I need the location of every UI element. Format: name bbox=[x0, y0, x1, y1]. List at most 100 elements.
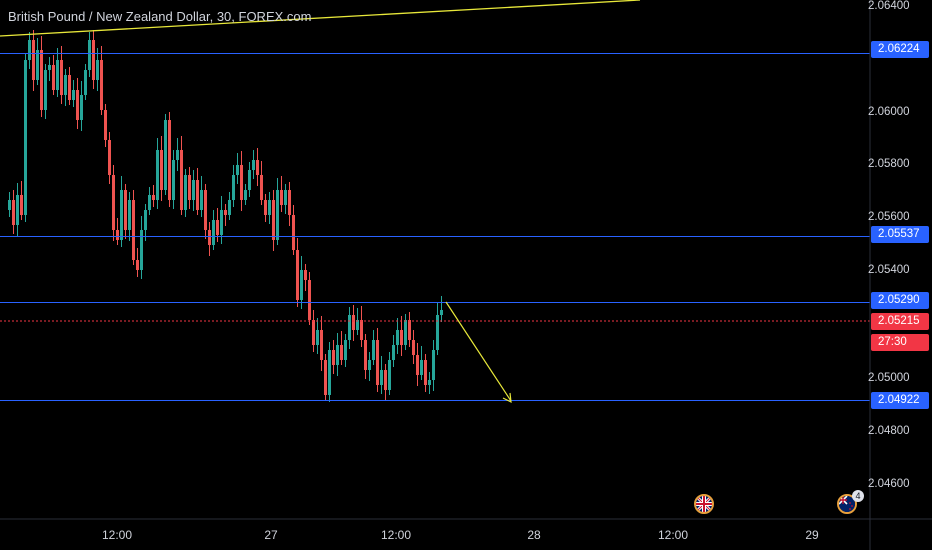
candle bbox=[204, 190, 207, 230]
time-tick: 29 bbox=[805, 528, 819, 542]
candle bbox=[428, 380, 431, 385]
chart-title: British Pound / New Zealand Dollar, 30, … bbox=[8, 9, 312, 24]
price-tick: 2.04600 bbox=[868, 478, 910, 490]
candle bbox=[388, 360, 391, 390]
candle bbox=[364, 340, 367, 370]
candle bbox=[312, 320, 315, 345]
candle bbox=[120, 190, 123, 240]
price-tick: 2.04800 bbox=[868, 425, 910, 437]
candle bbox=[144, 210, 147, 230]
candle bbox=[180, 150, 183, 210]
level-price-tag[interactable]: 2.05290 bbox=[871, 292, 929, 309]
candle bbox=[52, 65, 55, 90]
candle bbox=[188, 175, 191, 200]
candle bbox=[408, 320, 411, 340]
candle bbox=[56, 60, 59, 90]
candle bbox=[284, 190, 287, 205]
level-price-tag[interactable]: 2.04922 bbox=[871, 392, 929, 409]
candle bbox=[80, 95, 83, 120]
candle bbox=[400, 330, 403, 345]
candle bbox=[412, 340, 415, 355]
candle bbox=[176, 150, 179, 160]
candle bbox=[368, 360, 371, 370]
uk-flag-icon[interactable] bbox=[694, 494, 714, 514]
candle bbox=[352, 315, 355, 330]
candle bbox=[168, 120, 171, 200]
candle bbox=[380, 370, 383, 385]
candle bbox=[156, 150, 159, 200]
candle bbox=[208, 230, 211, 245]
candle bbox=[28, 40, 31, 60]
candle bbox=[384, 370, 387, 390]
candle bbox=[172, 160, 175, 200]
candle bbox=[84, 70, 87, 95]
time-tick: 12:00 bbox=[101, 528, 133, 542]
candle bbox=[192, 180, 195, 200]
candle bbox=[304, 270, 307, 280]
candle bbox=[24, 60, 27, 215]
candle bbox=[292, 215, 295, 250]
candle bbox=[136, 260, 139, 270]
candle bbox=[268, 200, 271, 215]
horizontal-levels bbox=[0, 53, 870, 401]
candle bbox=[224, 210, 227, 215]
candle bbox=[396, 330, 399, 345]
candle bbox=[212, 220, 215, 245]
candle bbox=[340, 345, 343, 360]
candle bbox=[260, 175, 263, 200]
time-tick: 27 bbox=[264, 528, 278, 542]
candle bbox=[308, 280, 311, 320]
candle bbox=[252, 160, 255, 170]
time-tick: 12:00 bbox=[657, 528, 689, 542]
candle bbox=[92, 40, 95, 80]
candle bbox=[184, 175, 187, 210]
candle bbox=[196, 180, 199, 210]
candle bbox=[324, 360, 327, 395]
price-tick: 2.05600 bbox=[868, 211, 910, 223]
candle bbox=[96, 60, 99, 80]
nz-flag-icon[interactable] bbox=[837, 494, 857, 514]
candle bbox=[8, 200, 11, 210]
candle bbox=[264, 200, 267, 215]
candle bbox=[296, 250, 299, 300]
candle bbox=[272, 200, 275, 240]
candle bbox=[288, 190, 291, 215]
candle bbox=[220, 210, 223, 235]
candle bbox=[348, 315, 351, 340]
candle bbox=[424, 360, 427, 385]
candle bbox=[160, 150, 163, 190]
candle bbox=[128, 200, 131, 230]
candle bbox=[116, 230, 119, 240]
candle bbox=[12, 200, 15, 225]
candle bbox=[372, 340, 375, 360]
candle bbox=[32, 40, 35, 80]
candle bbox=[440, 310, 443, 315]
candle bbox=[124, 190, 127, 230]
trendline[interactable] bbox=[0, 0, 641, 37]
candle bbox=[336, 345, 339, 365]
time-tick: 12:00 bbox=[380, 528, 412, 542]
candle bbox=[432, 350, 435, 380]
candle bbox=[68, 75, 71, 100]
candle bbox=[244, 190, 247, 200]
candle bbox=[376, 340, 379, 385]
level-price-tag[interactable]: 2.06224 bbox=[871, 41, 929, 58]
candle bbox=[332, 350, 335, 365]
candle bbox=[140, 230, 143, 270]
price-tick: 2.06000 bbox=[868, 106, 910, 118]
candle bbox=[232, 175, 235, 200]
price-tick: 2.05400 bbox=[868, 264, 910, 276]
candle bbox=[276, 190, 279, 240]
level-price-tag[interactable]: 2.05537 bbox=[871, 226, 929, 243]
candle bbox=[300, 270, 303, 300]
candle bbox=[44, 70, 47, 110]
candle bbox=[76, 90, 79, 120]
candle bbox=[392, 345, 395, 360]
candle bbox=[248, 170, 251, 190]
candle bbox=[356, 320, 359, 330]
time-tick: 28 bbox=[527, 528, 541, 542]
event-count-badge: 4 bbox=[852, 490, 864, 502]
projection-arrow[interactable] bbox=[445, 301, 512, 404]
candle bbox=[404, 320, 407, 345]
